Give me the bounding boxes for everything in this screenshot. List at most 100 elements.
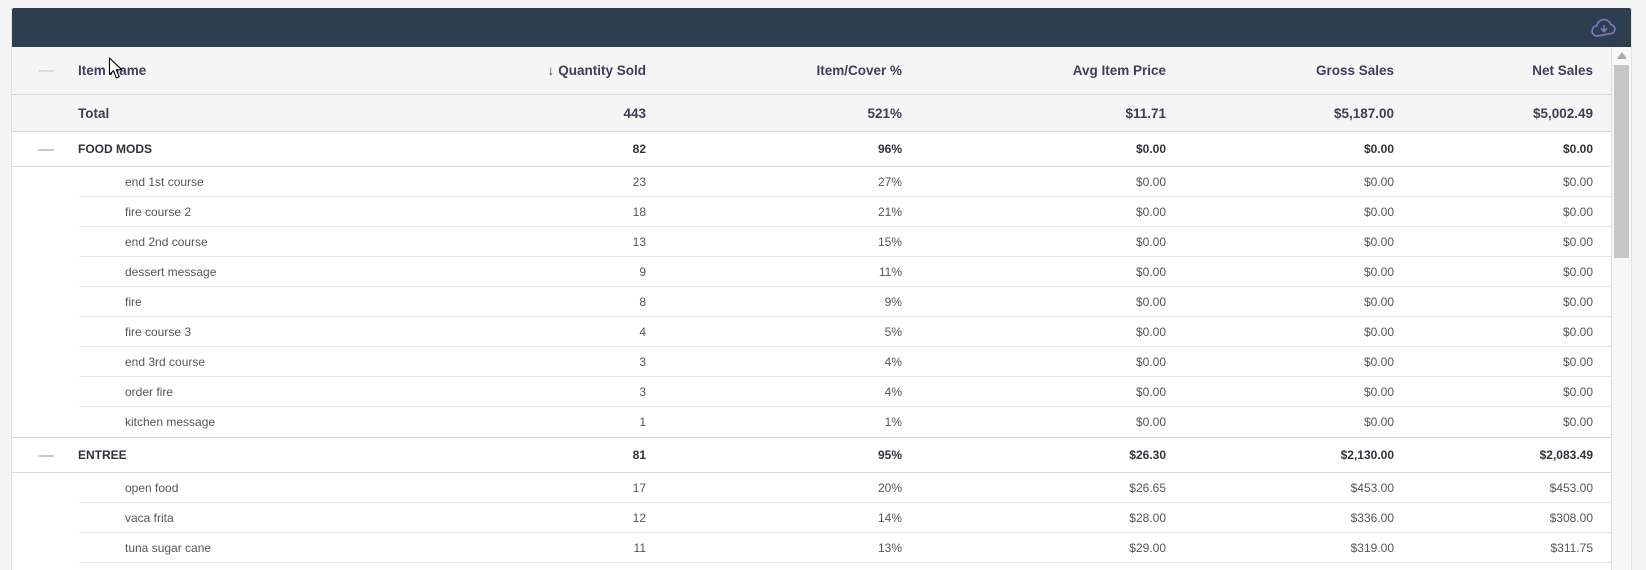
- item-net-sales: $0.00: [1562, 205, 1593, 219]
- column-header-net-sales[interactable]: Net Sales: [1532, 63, 1593, 78]
- item-quantity: 1: [639, 415, 646, 429]
- item-cover-pct: 14%: [877, 511, 902, 525]
- item-name: kitchen message: [125, 415, 216, 429]
- item-gross-sales: $0.00: [1363, 295, 1394, 309]
- item-gross-sales: $0.00: [1363, 205, 1394, 219]
- item-cover-pct: 20%: [877, 481, 902, 495]
- total-net-sales: $5,002.49: [1532, 105, 1593, 121]
- item-gross-sales: $0.00: [1363, 175, 1394, 189]
- item-name: dessert message: [125, 265, 217, 279]
- item-net-sales: $0.00: [1562, 265, 1593, 279]
- item-quantity: 9: [639, 265, 646, 279]
- item-net-sales: $0.00: [1562, 295, 1593, 309]
- item-avg-price: $0.00: [1135, 265, 1166, 279]
- item-net-sales: $0.00: [1562, 175, 1593, 189]
- item-gross-sales: $0.00: [1363, 235, 1394, 249]
- item-gross-sales: $336.00: [1350, 511, 1394, 525]
- group-row[interactable]: ENTREE 81 95% $26.30 $2,130.00 $2,083.49: [12, 437, 1611, 473]
- item-cover-pct: 4%: [884, 385, 902, 399]
- group-net-sales: $0.00: [1562, 142, 1593, 156]
- item-name: order fire: [125, 385, 174, 399]
- item-avg-price: $0.00: [1135, 385, 1166, 399]
- item-row: tuna sugar cane 11 13% $29.00 $319.00 $311.75: [12, 533, 1611, 563]
- item-row: end 1st course 23 27% $0.00 $0.00 $0.00: [12, 167, 1611, 197]
- item-net-sales: $0.00: [1562, 385, 1593, 399]
- item-cover-pct: 21%: [877, 205, 902, 219]
- item-avg-price: $0.00: [1135, 325, 1166, 339]
- collapse-all-toggle[interactable]: [12, 63, 74, 78]
- cloud-download-icon[interactable]: [1589, 16, 1619, 40]
- item-name: vaca frita: [125, 511, 174, 525]
- total-gross-sales: $5,187.00: [1333, 105, 1394, 121]
- group-cover-pct: 96%: [877, 142, 902, 156]
- group-cover-pct: 95%: [877, 448, 902, 462]
- item-gross-sales: $0.00: [1363, 385, 1394, 399]
- item-name: end 3rd course: [125, 355, 206, 369]
- sales-table: Item Name ↓ Quantity Sold Item/Cover % Av…: [12, 47, 1611, 570]
- item-avg-price: $0.00: [1135, 235, 1166, 249]
- item-row: dessert message 9 11% $0.00 $0.00 $0.00: [12, 257, 1611, 287]
- toolbar: [12, 8, 1631, 47]
- item-avg-price: $0.00: [1135, 295, 1166, 309]
- item-avg-price: $0.00: [1135, 355, 1166, 369]
- collapse-group-toggle[interactable]: [12, 448, 74, 462]
- group-avg-price: $26.30: [1129, 448, 1166, 462]
- collapse-group-toggle[interactable]: [12, 142, 74, 156]
- item-row: fire course 3 4 5% $0.00 $0.00 $0.00: [12, 317, 1611, 347]
- scroll-up-icon[interactable]: [1616, 52, 1627, 59]
- item-quantity: 3: [639, 385, 646, 399]
- item-name: end 2nd course: [125, 235, 208, 249]
- item-net-sales: $0.00: [1562, 415, 1593, 429]
- column-header-item-cover-pct[interactable]: Item/Cover %: [816, 63, 902, 78]
- item-avg-price: $0.00: [1135, 205, 1166, 219]
- item-net-sales: $453.00: [1549, 481, 1593, 495]
- item-cover-pct: 4%: [884, 355, 902, 369]
- item-name: fire: [125, 295, 142, 309]
- item-gross-sales: $319.00: [1350, 541, 1394, 555]
- item-row: kitchen message 1 1% $0.00 $0.00 $0.00: [12, 407, 1611, 437]
- group-quantity: 82: [632, 142, 646, 156]
- item-net-sales: $311.75: [1550, 541, 1594, 555]
- item-cover-pct: 27%: [877, 175, 902, 189]
- item-name: open food: [125, 481, 179, 495]
- item-name: tuna sugar cane: [125, 541, 212, 555]
- item-avg-price: $29.00: [1129, 541, 1166, 555]
- item-quantity: 17: [632, 481, 646, 495]
- total-label: Total: [78, 105, 110, 121]
- item-row: end 3rd course 3 4% $0.00 $0.00 $0.00: [12, 347, 1611, 377]
- column-header-avg-item-price[interactable]: Avg Item Price: [1072, 63, 1166, 78]
- item-name: end 1st course: [125, 175, 204, 189]
- group-row[interactable]: FOOD MODS 82 96% $0.00 $0.00 $0.00: [12, 131, 1611, 167]
- item-cover-pct: 15%: [877, 235, 902, 249]
- group-name: ENTREE: [78, 448, 127, 462]
- column-header-quantity-sold[interactable]: ↓ Quantity Sold: [547, 63, 647, 78]
- total-avg-price: $11.71: [1125, 105, 1166, 121]
- item-avg-price: $0.00: [1135, 415, 1166, 429]
- item-row: end 2nd course 13 15% $0.00 $0.00 $0.00: [12, 227, 1611, 257]
- group-avg-price: $0.00: [1135, 142, 1166, 156]
- item-cover-pct: 13%: [877, 541, 902, 555]
- item-quantity: 23: [632, 175, 646, 189]
- item-quantity: 12: [632, 511, 646, 525]
- item-avg-price: $28.00: [1129, 511, 1166, 525]
- item-quantity: 3: [639, 355, 646, 369]
- item-net-sales: $0.00: [1562, 235, 1593, 249]
- item-quantity: 8: [639, 295, 646, 309]
- item-cover-pct: 11%: [878, 265, 902, 279]
- total-row: Total 443 521% $11.71 $5,187.00 $5,002.4…: [12, 95, 1611, 131]
- sort-descending-icon: ↓: [547, 63, 555, 78]
- item-gross-sales: $0.00: [1363, 265, 1394, 279]
- vertical-scrollbar[interactable]: [1611, 47, 1631, 570]
- item-row: fire 8 9% $0.00 $0.00 $0.00: [12, 287, 1611, 317]
- group-net-sales: $2,083.49: [1539, 448, 1593, 462]
- item-cover-pct: 9%: [884, 295, 902, 309]
- minus-icon: [38, 70, 54, 73]
- item-gross-sales: $0.00: [1363, 325, 1394, 339]
- item-name: fire course 2: [125, 205, 192, 219]
- column-header-gross-sales[interactable]: Gross Sales: [1315, 63, 1394, 78]
- scrollbar-thumb[interactable]: [1614, 65, 1629, 258]
- column-header-item-name[interactable]: Item Name: [78, 63, 147, 78]
- minus-icon: [38, 454, 54, 457]
- item-row: order fire 3 4% $0.00 $0.00 $0.00: [12, 377, 1611, 407]
- item-name: fire course 3: [125, 325, 192, 339]
